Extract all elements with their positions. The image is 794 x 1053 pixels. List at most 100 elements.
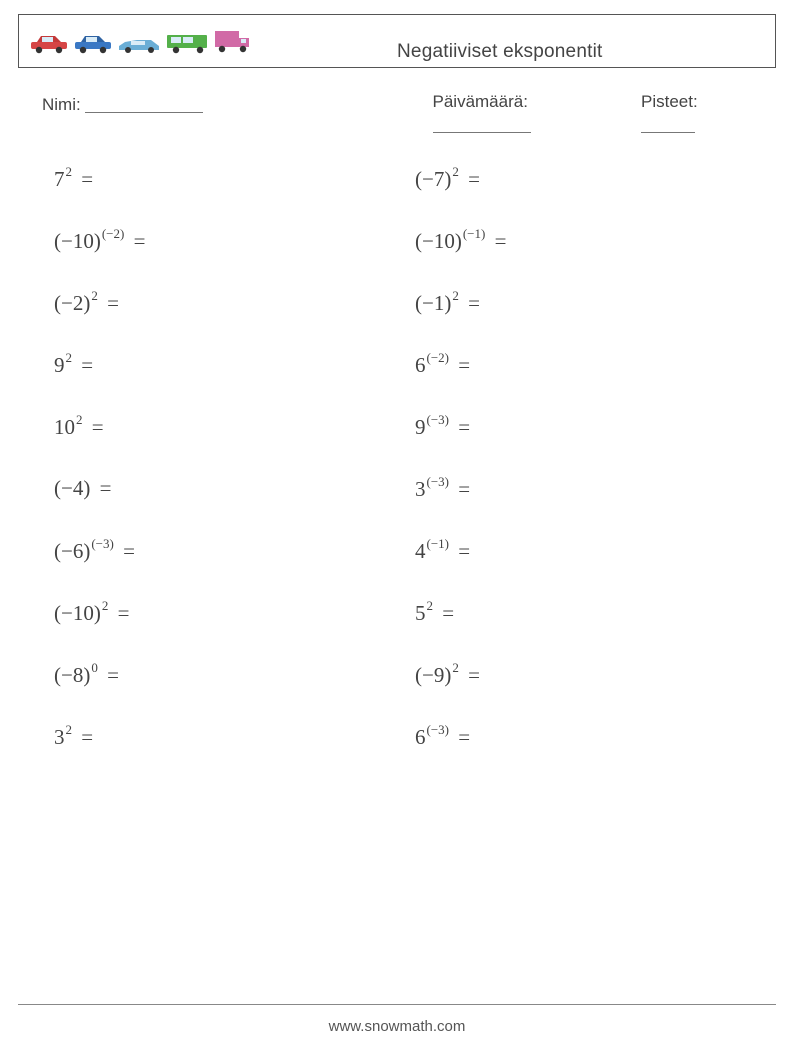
problem-14: 4(−1) = xyxy=(415,537,766,565)
score-label: Pisteet: xyxy=(641,92,698,111)
problem-exponent: (−3) xyxy=(427,722,450,737)
problem-expression: 92 = xyxy=(54,352,93,378)
equals-sign: = xyxy=(463,167,480,191)
problems-grid: 72 =(−7)2 =(−10)(−2) =(−10)(−1) =(−2)2 =… xyxy=(18,165,776,751)
problem-5: (−2)2 = xyxy=(54,289,405,317)
problem-exponent: 2 xyxy=(452,660,459,675)
problem-exponent: 2 xyxy=(427,598,434,613)
date-blank[interactable] xyxy=(433,115,531,133)
problem-expression: 102 = xyxy=(54,414,104,440)
problem-base: 9 xyxy=(54,353,65,378)
problem-base: (−9) xyxy=(415,663,451,688)
equals-sign: = xyxy=(102,663,119,687)
car-red-icon xyxy=(29,32,71,54)
problem-6: (−1)2 = xyxy=(415,289,766,317)
problem-expression: (−8)0 = xyxy=(54,662,119,688)
name-field: Nimi: xyxy=(42,92,433,135)
problem-expression: 3(−3) = xyxy=(415,476,470,502)
equals-sign: = xyxy=(463,663,480,687)
equals-sign: = xyxy=(453,415,470,439)
date-label: Päivämäärä: xyxy=(433,92,528,111)
problem-exponent: 2 xyxy=(66,164,73,179)
problem-11: (−4) = xyxy=(54,475,405,503)
problem-exponent: 2 xyxy=(76,412,83,427)
problem-9: 102 = xyxy=(54,413,405,441)
equals-sign: = xyxy=(76,353,93,377)
problem-base: (−10) xyxy=(54,229,101,254)
problem-4: (−10)(−1) = xyxy=(415,227,766,255)
equals-sign: = xyxy=(94,476,111,500)
worksheet-header: Negatiiviset eksponentit xyxy=(18,14,776,68)
problem-expression: (−4) = xyxy=(54,476,111,501)
equals-sign: = xyxy=(453,725,470,749)
equals-sign: = xyxy=(76,167,93,191)
car-lightblue-icon xyxy=(117,34,163,54)
problem-exponent: 2 xyxy=(452,288,459,303)
problem-base: 9 xyxy=(415,415,426,440)
equals-sign: = xyxy=(128,229,145,253)
problem-expression: (−1)2 = xyxy=(415,290,480,316)
problem-16: 52 = xyxy=(415,599,766,627)
problem-exponent: (−1) xyxy=(463,226,486,241)
problem-base: 5 xyxy=(415,601,426,626)
problem-exponent: 2 xyxy=(66,350,73,365)
meta-row: Nimi: Päivämäärä: Pisteet: xyxy=(18,92,776,135)
score-blank[interactable] xyxy=(641,115,695,133)
problem-expression: (−9)2 = xyxy=(415,662,480,688)
equals-sign: = xyxy=(87,415,104,439)
problem-base: 6 xyxy=(415,353,426,378)
problem-base: (−4) xyxy=(54,476,90,501)
problem-expression: 72 = xyxy=(54,166,93,192)
problem-18: (−9)2 = xyxy=(415,661,766,689)
problem-exponent: (−2) xyxy=(427,350,450,365)
problem-12: 3(−3) = xyxy=(415,475,766,503)
problem-expression: (−6)(−3) = xyxy=(54,538,135,564)
problem-2: (−7)2 = xyxy=(415,165,766,193)
problem-15: (−10)2 = xyxy=(54,599,405,627)
problem-base: (−8) xyxy=(54,663,90,688)
problem-exponent: (−3) xyxy=(427,412,450,427)
footer-divider xyxy=(18,1004,776,1005)
car-icons-row xyxy=(29,28,253,54)
equals-sign: = xyxy=(453,539,470,563)
problem-1: 72 = xyxy=(54,165,405,193)
equals-sign: = xyxy=(102,291,119,315)
car-pink-icon xyxy=(213,28,253,54)
problem-10: 9(−3) = xyxy=(415,413,766,441)
equals-sign: = xyxy=(112,601,129,625)
name-label: Nimi: xyxy=(42,95,81,114)
score-field: Pisteet: xyxy=(641,92,752,135)
problem-expression: 6(−2) = xyxy=(415,352,470,378)
problem-20: 6(−3) = xyxy=(415,723,766,751)
problem-17: (−8)0 = xyxy=(54,661,405,689)
problem-expression: 32 = xyxy=(54,724,93,750)
problem-8: 6(−2) = xyxy=(415,351,766,379)
problem-base: 7 xyxy=(54,167,65,192)
problem-19: 32 = xyxy=(54,723,405,751)
problem-base: 4 xyxy=(415,539,426,564)
problem-exponent: 2 xyxy=(91,288,98,303)
name-blank[interactable] xyxy=(85,95,203,113)
problem-exponent: (−3) xyxy=(427,474,450,489)
problem-exponent: (−2) xyxy=(102,226,125,241)
problem-expression: (−10)(−1) = xyxy=(415,228,506,254)
problem-expression: 4(−1) = xyxy=(415,538,470,564)
problem-base: 10 xyxy=(54,415,75,440)
problem-base: (−6) xyxy=(54,539,90,564)
equals-sign: = xyxy=(437,601,454,625)
problem-expression: (−7)2 = xyxy=(415,166,480,192)
problem-base: (−10) xyxy=(415,229,462,254)
problem-exponent: 2 xyxy=(452,164,459,179)
problem-base: (−10) xyxy=(54,601,101,626)
problem-exponent: 2 xyxy=(102,598,109,613)
problem-expression: (−2)2 = xyxy=(54,290,119,316)
date-field: Päivämäärä: xyxy=(433,92,624,135)
problem-base: 6 xyxy=(415,725,426,750)
equals-sign: = xyxy=(76,725,93,749)
problem-exponent: 2 xyxy=(66,722,73,737)
equals-sign: = xyxy=(489,229,506,253)
problem-base: 3 xyxy=(415,477,426,502)
problem-expression: 6(−3) = xyxy=(415,724,470,750)
problem-expression: 52 = xyxy=(415,600,454,626)
problem-base: (−1) xyxy=(415,291,451,316)
